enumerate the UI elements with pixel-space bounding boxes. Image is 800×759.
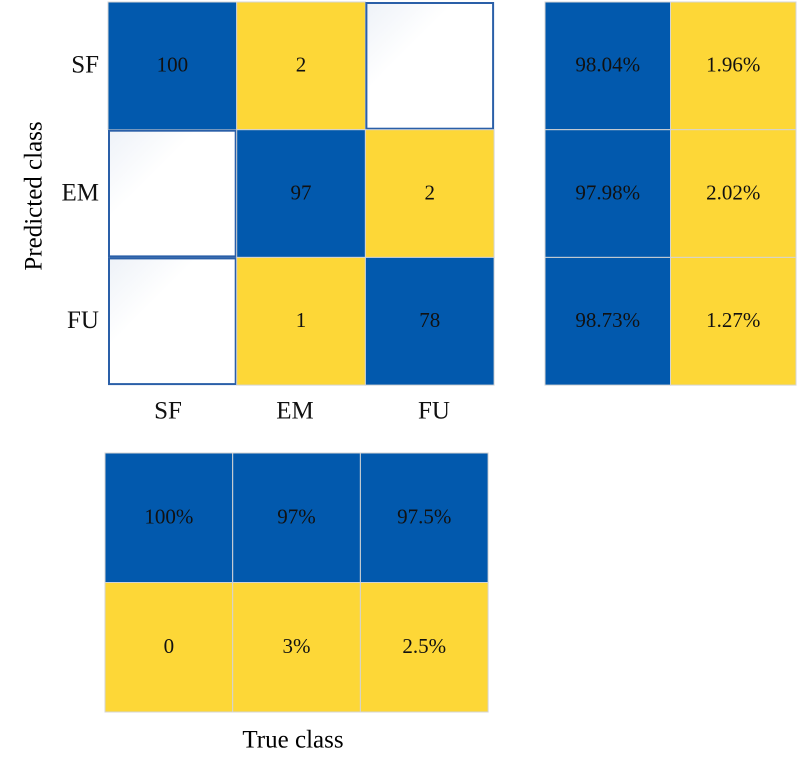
- y-tick-label: SF: [71, 52, 99, 79]
- misclassified-cell: [236, 256, 366, 386]
- column-summary-error-cell: [359, 582, 489, 713]
- column-summary-label: 97%: [277, 505, 316, 529]
- column-summary-error-cell: [232, 582, 361, 713]
- correct-cell: [236, 129, 366, 258]
- empty-cell: [365, 2, 495, 130]
- correct-cell: [364, 256, 495, 386]
- confusion-matrix: 100 2 97 2 1 78: [107, 1, 495, 386]
- cell-value-label: 2: [425, 180, 436, 204]
- row-summary-label: 2.02%: [706, 180, 760, 204]
- row-summary-label: 1.96%: [706, 53, 760, 77]
- cell-value-label: 1: [296, 308, 307, 332]
- empty-cell: [108, 129, 237, 258]
- row-summary-label: 97.98%: [575, 180, 640, 204]
- cell-value-label: 100: [157, 53, 189, 77]
- row-summary-label: 1.27%: [706, 308, 760, 332]
- cell-value-label: 97: [291, 180, 312, 204]
- row-summary-error-cell: [670, 1, 797, 131]
- x-tick-labels: SF EM FU: [154, 398, 450, 425]
- column-summary-correct-cell: [359, 452, 489, 583]
- empty-cell: [108, 257, 237, 386]
- x-tick-label: EM: [276, 398, 314, 425]
- misclassified-cell: [364, 129, 495, 258]
- column-summary-label: 97.5%: [397, 505, 451, 529]
- x-tick-label: FU: [418, 398, 450, 425]
- y-tick-label: EM: [62, 179, 100, 206]
- row-summary-label: 98.73%: [575, 308, 640, 332]
- column-summary-label: 3%: [283, 634, 311, 658]
- correct-cell: [107, 1, 238, 131]
- row-summary-panel: 98.04% 1.96% 97.98% 2.02% 98.73% 1.27%: [544, 1, 797, 386]
- column-summary-panel: 100% 97% 97.5% 0 3% 2.5%: [104, 452, 489, 713]
- cell-value-label: 78: [419, 308, 440, 332]
- cell-value-label: 2: [296, 53, 307, 77]
- column-summary-label: 100%: [144, 505, 193, 529]
- column-summary-correct-cell: [232, 452, 361, 583]
- x-axis-label: True class: [242, 727, 343, 754]
- y-tick-labels: SF EM FU: [62, 52, 100, 334]
- y-tick-label: FU: [67, 307, 99, 334]
- row-summary-error-cell: [670, 129, 797, 258]
- column-summary-label: 0: [164, 634, 175, 658]
- column-summary-label: 2.5%: [402, 634, 446, 658]
- x-tick-label: SF: [154, 398, 182, 425]
- y-axis-label: Predicted class: [21, 121, 48, 270]
- column-summary-error-cell: [104, 582, 234, 713]
- misclassified-cell: [236, 1, 366, 131]
- row-summary-label: 98.04%: [575, 53, 640, 77]
- row-summary-error-cell: [670, 256, 797, 386]
- column-summary-correct-cell: [104, 452, 234, 583]
